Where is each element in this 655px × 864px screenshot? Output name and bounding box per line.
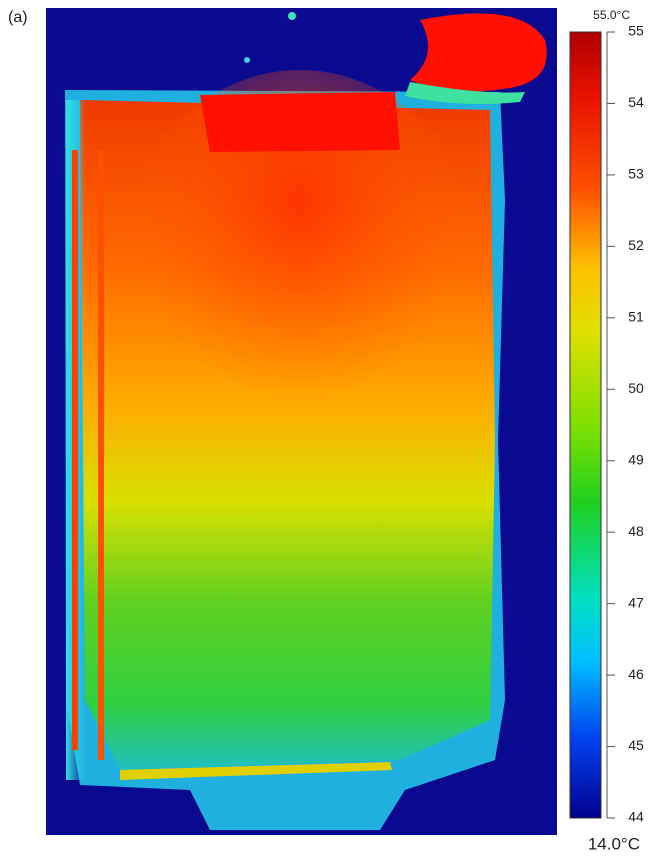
colorbar-tick-label: 49 — [628, 451, 644, 467]
colorbar-tick-label: 52 — [628, 237, 644, 253]
panel-label: (a) — [8, 9, 28, 26]
colorbar-tick-label: 48 — [628, 523, 644, 539]
colorbar-tick-label: 55 — [628, 23, 644, 39]
colorbar-tick-label: 53 — [628, 166, 644, 182]
colorbar-tick-label: 45 — [628, 737, 644, 753]
colorbar-tick-label: 44 — [628, 809, 644, 825]
figure: (a) 55.0°C 14.0°C 44 45 46 47 48 49 50 51 52 53 54… — [0, 0, 655, 859]
thermal-image — [46, 8, 557, 835]
colorbar-tick-label: 50 — [628, 380, 644, 396]
colorbar-min-label: 14.0°C — [588, 834, 640, 853]
colorbar-max-label: 55.0°C — [593, 8, 630, 22]
colorbar-tick-label: 54 — [628, 94, 644, 110]
colorbar-tick-label: 47 — [628, 594, 644, 610]
colorbar-tick-label: 51 — [628, 309, 644, 325]
colorbar-tick-label: 46 — [628, 666, 644, 682]
colorbar — [570, 32, 601, 818]
